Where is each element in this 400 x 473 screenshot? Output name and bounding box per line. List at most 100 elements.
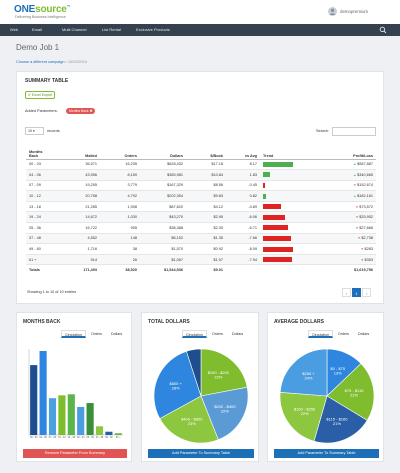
profit-cell: ▲ $587,887 [310, 159, 376, 171]
col-months-back[interactable]: Months Back [26, 145, 60, 160]
tab-dollars[interactable]: Dollars [111, 332, 123, 336]
search-icon[interactable] [379, 26, 387, 34]
pager-next[interactable]: › [362, 288, 371, 297]
pager-prev[interactable]: ‹ [342, 288, 351, 297]
logo[interactable]: ONEsource™ [14, 4, 71, 15]
summary-title: SUMMARY TABLE [25, 78, 69, 84]
total-dollars: $1,544,536 [140, 264, 186, 276]
pie-slice [279, 392, 328, 442]
orders-cell: 1,908 [100, 201, 140, 213]
table-row: 19 - 24 14,672 1,030 $43,270 $2.95 -6.06 ▼ $33… [26, 211, 376, 224]
total-label: Totals [26, 264, 60, 276]
nav-multi-channel[interactable]: Multi Channel [62, 27, 87, 32]
pie-label-line: $0 - $75 [330, 366, 345, 371]
table-row: 61 +914 26 $1,067 $1.07 -7.94 ▼ $353 [26, 254, 376, 266]
trend-cell [260, 190, 310, 202]
pie-label: $100 - $200 22% [208, 370, 230, 380]
tab-orders[interactable]: Orders [91, 332, 102, 336]
total-per-book: $9.01 [186, 264, 226, 276]
tab-dollars[interactable]: Dollars [358, 332, 370, 336]
months-cell: 07 - 09 [26, 180, 60, 192]
user-name[interactable]: demopremium [340, 9, 369, 14]
close-icon[interactable]: ✖ [89, 109, 93, 113]
tab-circulation[interactable]: Circulation [61, 330, 86, 338]
trend-cell [260, 243, 310, 255]
tab-circulation[interactable]: Circulation [182, 330, 207, 338]
tab-orders[interactable]: Orders [338, 332, 349, 336]
logo-source: source [35, 4, 67, 15]
pie-slice [186, 348, 202, 397]
nav-web[interactable]: Web [10, 27, 19, 32]
pie-label: $0 - $75 13% [330, 366, 345, 376]
add-parameter-button-average[interactable]: Add Parameter To Summary Table [274, 449, 379, 458]
nav-email[interactable]: Email [32, 27, 43, 32]
trend-bar-track [263, 161, 293, 167]
pie-label: $75 - $115 21% [345, 388, 365, 398]
profit-value: $353 [364, 257, 373, 262]
profit-cell: ▼ $283 [310, 243, 376, 255]
pie-slice [153, 350, 202, 420]
arrow-up-icon: ▲ [353, 172, 358, 177]
col-orders[interactable]: Orders [100, 145, 140, 160]
orders-cell: 16,235 [100, 159, 140, 171]
pie-label-line: 21% [333, 421, 341, 426]
bar-25-36 [86, 403, 94, 435]
profit-value: $33,952 [359, 215, 373, 220]
profit-cell: ▼ $73,572 [310, 201, 376, 213]
mailed-cell: 1,716 [60, 243, 100, 255]
main-nav: Web Email Multi Channel List Rental Excl… [0, 24, 400, 36]
add-parameter-button-total[interactable]: Add Parameter To Summary Table [148, 449, 254, 458]
change-campaign-link[interactable]: Choose a different campaign [16, 60, 65, 64]
x-tick-label: 37 - 48 [96, 436, 104, 439]
top-bar: ONEsource™ Delivering Business Intellige… [0, 0, 400, 24]
trend-cell [260, 169, 310, 181]
dollars-cell: $6,152 [140, 233, 186, 245]
bar-19-24 [77, 406, 85, 435]
mailed-cell: 19,255 [60, 180, 100, 192]
trend-bar [263, 235, 292, 241]
col-per-book[interactable]: $/Book [186, 145, 226, 160]
pie-label-line: 21% [350, 393, 358, 398]
page-size-select[interactable]: 10 ▾ [25, 127, 44, 135]
pie-label-line: 13% [334, 371, 342, 376]
bar-37-48 [95, 426, 104, 435]
col-vs-avg[interactable]: vs Avg [226, 145, 260, 160]
mailed-cell: 20,758 [60, 190, 100, 202]
col-profit-loss[interactable]: Profit/Loss [310, 145, 376, 160]
profit-value: $587,887 [357, 162, 373, 167]
col-mailed[interactable]: Mailed [60, 145, 100, 160]
campaign-date: 10/03/2015 [67, 60, 87, 64]
nav-exclusive-products[interactable]: Exclusive Products [136, 27, 170, 32]
vs-avg-cell: -8.09 [226, 243, 260, 255]
bar-61plus [114, 433, 122, 435]
user-avatar-icon[interactable] [328, 7, 337, 16]
months-back-param-pill[interactable]: Months Back ✖ [66, 108, 96, 114]
x-tick-label: 13 - 18 [68, 436, 76, 439]
trend-bar-track [263, 172, 293, 178]
average-dollars-panel: AVERAGE DOLLARS Circulation Orders Dolla… [267, 312, 384, 462]
mailed-cell: 43,956 [60, 169, 100, 181]
excel-export-button[interactable]: ✔ Excel Export [25, 91, 56, 99]
search-input[interactable] [332, 127, 376, 136]
nav-list-rental[interactable]: List Rental [102, 27, 121, 32]
pie-label: $400 - $800 23% [181, 417, 203, 427]
trend-bar-track [263, 182, 293, 188]
tab-circulation[interactable]: Circulation [308, 330, 333, 338]
remove-parameter-button[interactable]: Remove Parameter From Summary [23, 449, 127, 458]
trend-bar [263, 214, 286, 220]
x-tick-label: 10 - 12 [58, 436, 66, 439]
orders-cell: 38 [100, 243, 140, 255]
col-trend[interactable]: Trend [260, 145, 310, 160]
vs-avg-cell: 0.82 [226, 190, 260, 202]
trend-cell [260, 159, 310, 171]
col-dollars[interactable]: Dollars [140, 145, 186, 160]
pager-page-1[interactable]: 1 [352, 288, 361, 297]
vs-avg-cell: -7.66 [226, 233, 260, 245]
records-label: records [47, 129, 60, 133]
arrow-down-icon: ▼ [355, 225, 360, 230]
tab-orders[interactable]: Orders [212, 332, 223, 336]
total-empty [226, 264, 260, 276]
trend-bar [263, 225, 288, 231]
tab-dollars[interactable]: Dollars [232, 332, 244, 336]
orders-cell: 905 [100, 222, 140, 234]
